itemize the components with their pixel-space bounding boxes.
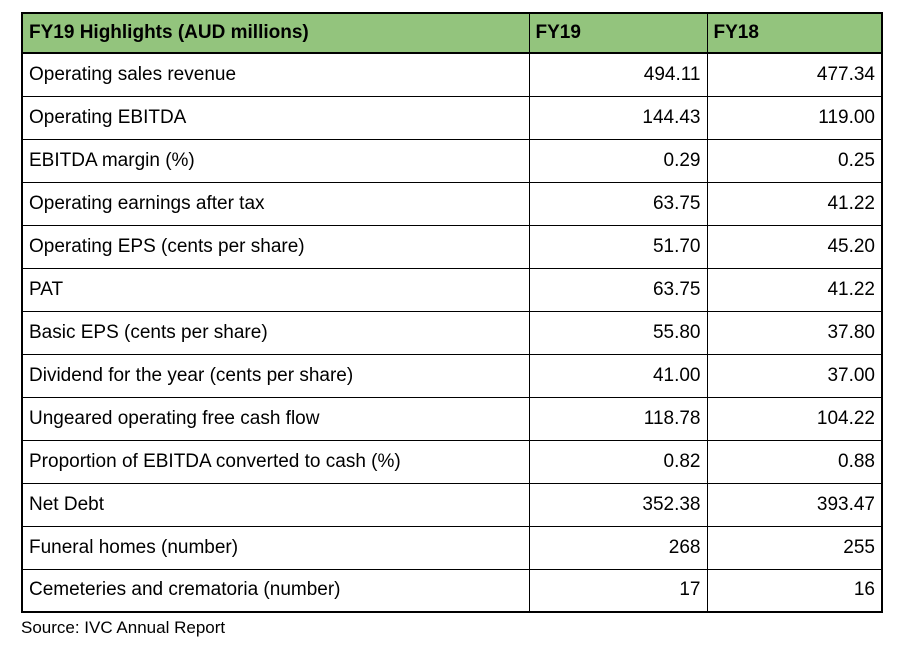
row-label-cell: Funeral homes (number): [21, 525, 530, 570]
column-header-fy19: FY19: [528, 12, 708, 54]
table-row: EBITDA margin (%) 0.29 0.25: [21, 138, 883, 183]
fy18-value-cell: 119.00: [706, 95, 883, 140]
table-row: Operating EPS (cents per share) 51.70 45…: [21, 224, 883, 269]
fy19-value-cell: 118.78: [528, 396, 708, 441]
fy18-value-cell: 477.34: [706, 52, 883, 97]
fy19-value-cell: 17: [528, 568, 708, 613]
row-label-cell: Net Debt: [21, 482, 530, 527]
fy19-value-cell: 352.38: [528, 482, 708, 527]
row-label-cell: Ungeared operating free cash flow: [21, 396, 530, 441]
fy18-value-cell: 41.22: [706, 267, 883, 312]
row-label-cell: Basic EPS (cents per share): [21, 310, 530, 355]
fy18-value-cell: 255: [706, 525, 883, 570]
row-label-cell: Operating sales revenue: [21, 52, 530, 97]
row-label-cell: Operating EBITDA: [21, 95, 530, 140]
row-label-cell: Proportion of EBITDA converted to cash (…: [21, 439, 530, 484]
fy19-value-cell: 0.29: [528, 138, 708, 183]
fy18-value-cell: 41.22: [706, 181, 883, 226]
fy19-value-cell: 63.75: [528, 267, 708, 312]
table-row: Operating EBITDA 144.43 119.00: [21, 95, 883, 140]
row-label-cell: Operating EPS (cents per share): [21, 224, 530, 269]
row-label-cell: PAT: [21, 267, 530, 312]
table-row: PAT 63.75 41.22: [21, 267, 883, 312]
table-row: Dividend for the year (cents per share) …: [21, 353, 883, 398]
fy19-value-cell: 144.43: [528, 95, 708, 140]
fy19-value-cell: 63.75: [528, 181, 708, 226]
fy19-value-cell: 494.11: [528, 52, 708, 97]
column-header-fy18: FY18: [706, 12, 883, 54]
table-row: Cemeteries and crematoria (number) 17 16: [21, 568, 883, 613]
table-row: Operating sales revenue 494.11 477.34: [21, 52, 883, 97]
table-row: Proportion of EBITDA converted to cash (…: [21, 439, 883, 484]
fy18-value-cell: 393.47: [706, 482, 883, 527]
fy19-value-cell: 41.00: [528, 353, 708, 398]
table-row: Net Debt 352.38 393.47: [21, 482, 883, 527]
fy18-value-cell: 16: [706, 568, 883, 613]
row-label-cell: Dividend for the year (cents per share): [21, 353, 530, 398]
fy19-value-cell: 268: [528, 525, 708, 570]
fy18-value-cell: 0.88: [706, 439, 883, 484]
row-label-cell: Cemeteries and crematoria (number): [21, 568, 530, 613]
fy19-value-cell: 51.70: [528, 224, 708, 269]
table-row: Funeral homes (number) 268 255: [21, 525, 883, 570]
table-row: Basic EPS (cents per share) 55.80 37.80: [21, 310, 883, 355]
table-row: Operating earnings after tax 63.75 41.22: [21, 181, 883, 226]
fy18-value-cell: 37.00: [706, 353, 883, 398]
fy19-value-cell: 0.82: [528, 439, 708, 484]
fy18-value-cell: 0.25: [706, 138, 883, 183]
column-header-metric: FY19 Highlights (AUD millions): [21, 12, 530, 54]
fy18-value-cell: 104.22: [706, 396, 883, 441]
highlights-table: FY19 Highlights (AUD millions) FY19 FY18…: [21, 12, 883, 613]
fy19-value-cell: 55.80: [528, 310, 708, 355]
table-row: Ungeared operating free cash flow 118.78…: [21, 396, 883, 441]
fy18-value-cell: 45.20: [706, 224, 883, 269]
row-label-cell: EBITDA margin (%): [21, 138, 530, 183]
fy18-value-cell: 37.80: [706, 310, 883, 355]
row-label-cell: Operating earnings after tax: [21, 181, 530, 226]
table-header-row: FY19 Highlights (AUD millions) FY19 FY18: [21, 12, 883, 54]
source-note: Source: IVC Annual Report: [21, 618, 226, 637]
